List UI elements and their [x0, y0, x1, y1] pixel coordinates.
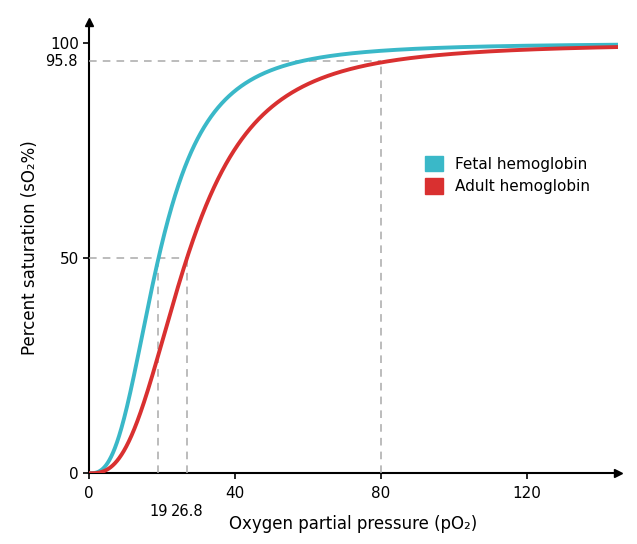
- Text: 95.8: 95.8: [46, 54, 78, 69]
- Text: 19: 19: [149, 504, 168, 519]
- Legend: Fetal hemoglobin, Adult hemoglobin: Fetal hemoglobin, Adult hemoglobin: [425, 156, 590, 194]
- X-axis label: Oxygen partial pressure (pO₂): Oxygen partial pressure (pO₂): [229, 515, 478, 533]
- Y-axis label: Percent saturation (sO₂%): Percent saturation (sO₂%): [21, 140, 39, 355]
- Text: 26.8: 26.8: [171, 504, 203, 519]
